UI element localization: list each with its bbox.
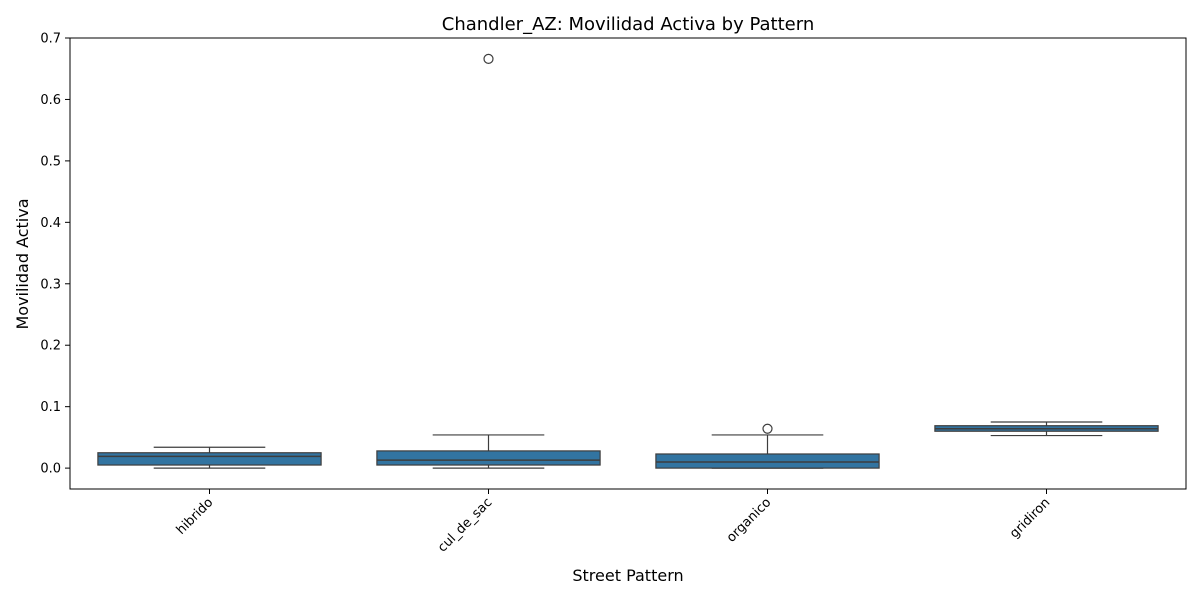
box-iqr <box>97 452 322 466</box>
chart-title: Chandler_AZ: Movilidad Activa by Pattern <box>442 14 814 35</box>
y-tick-label: 0.1 <box>40 400 61 415</box>
box-group-cul_de_sac <box>376 53 601 469</box>
y-tick-label: 0.3 <box>40 277 61 292</box>
y-axis: 0.0 0.1 0.2 0.3 0.4 0.5 0.6 0.7 <box>40 32 70 477</box>
x-tick-label: gridiron <box>1007 495 1053 541</box>
y-tick-label: 0.2 <box>40 339 61 354</box>
plot-area <box>97 53 1159 469</box>
y-tick-label: 0.7 <box>40 32 61 47</box>
x-tick-label: organico <box>724 495 774 545</box>
box-group-hibrido <box>97 446 322 469</box>
box-group-organico <box>655 423 880 469</box>
y-tick-label: 0.0 <box>40 462 61 477</box>
y-tick-label: 0.5 <box>40 154 61 169</box>
box-iqr <box>655 453 880 469</box>
outlier-point <box>762 423 773 434</box>
y-tick-label: 0.4 <box>40 216 61 231</box>
y-tick-label: 0.6 <box>40 93 61 108</box>
x-tick-label: hibrido <box>174 495 217 538</box>
plot-frame <box>69 37 1187 490</box>
box-iqr <box>376 450 601 466</box>
box-group-gridiron <box>934 421 1159 437</box>
outlier-point <box>483 53 494 64</box>
x-axis-label: Street Pattern <box>572 566 683 585</box>
x-tick-label: cul_de_sac <box>435 495 495 555</box>
x-axis: hibrido cul_de_sac organico gridiron <box>174 489 1053 555</box>
y-axis-label: Movilidad Activa <box>13 198 32 329</box>
